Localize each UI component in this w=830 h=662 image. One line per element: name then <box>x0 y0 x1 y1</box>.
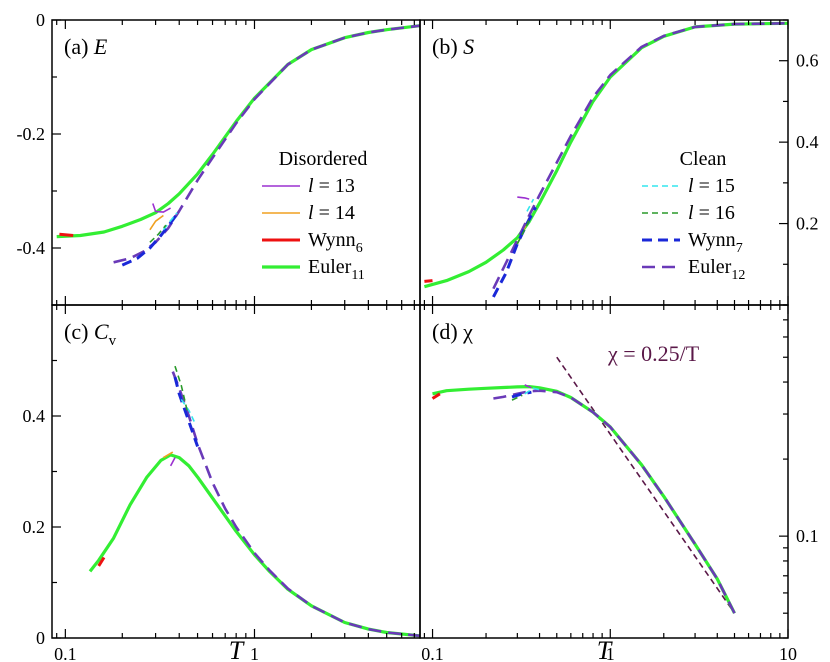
series-wynn6-line <box>431 392 441 400</box>
series-euler12-line <box>113 24 420 264</box>
panel-c-frame <box>51 304 421 639</box>
legend-label-euler11: Euler11 <box>308 256 365 283</box>
panel-a: 0 -0.2 -0.4 (a) E <box>17 10 421 306</box>
legend-label-l16: l = 16 <box>688 202 735 224</box>
series-l16-line <box>149 224 167 243</box>
y-tick-label: 0.2 <box>23 517 46 537</box>
series-l16-line <box>511 394 523 401</box>
x-tick-label: 0.1 <box>54 644 77 662</box>
y-tick-label: 0.1 <box>796 526 819 546</box>
series-l13-line <box>152 203 171 213</box>
series-wynn6-line <box>97 556 106 567</box>
panel-c: 0.1 1 0 0.2 0.4 (c) Cv <box>23 304 421 662</box>
x-tick-label: 0.1 <box>421 644 444 662</box>
y-tick-label: 0.4 <box>23 406 46 426</box>
legend-label-l14: l = 14 <box>308 202 355 224</box>
series-l13-line <box>524 384 532 389</box>
panel-b-frame <box>419 19 789 306</box>
legend-label-l15: l = 15 <box>688 175 735 197</box>
series-wynn6-line <box>424 279 433 283</box>
panel-b-series <box>423 21 788 298</box>
panel-b: 0.2 0.4 0.6 (b) S <box>419 19 819 306</box>
series-l15-line <box>162 212 178 231</box>
series-euler12-line <box>492 22 788 290</box>
series-wynn7-line <box>492 206 537 298</box>
series-l13-line <box>517 196 530 200</box>
legend-label-euler12: Euler12 <box>688 256 745 283</box>
series-ref-line <box>556 356 736 614</box>
x-tick-label: 1 <box>606 644 615 662</box>
x-tick-label: 1 <box>250 644 259 662</box>
series-l15-line <box>524 387 542 395</box>
panel-c-series <box>88 365 420 638</box>
panel-c-label: (c) Cv <box>64 319 117 349</box>
y-tick-label: 0.6 <box>796 51 819 71</box>
panel-a-series <box>56 24 420 267</box>
reference-line-label: χ = 0.25/T <box>607 341 700 366</box>
series-wynn7-line <box>121 210 181 267</box>
panel-d-series <box>431 356 736 614</box>
x-axis-label-left: T <box>229 636 245 662</box>
panel-b-label: (b) S <box>432 34 474 59</box>
x-tick-label: 10 <box>779 644 797 662</box>
y-tick-label: 0 <box>36 628 45 648</box>
series-wynn7-line <box>511 390 532 399</box>
series-l13-line <box>169 457 176 467</box>
legend-label-l13: l = 13 <box>308 175 355 197</box>
series-euler11-line <box>56 24 420 239</box>
y-tick-label: 0 <box>36 10 45 30</box>
series-wynn7-line <box>173 376 200 447</box>
y-tick-label: -0.2 <box>17 124 46 144</box>
legend-label-wynn7: Wynn7 <box>688 229 743 256</box>
series-l14-line <box>162 451 174 459</box>
legend-title: Disordered <box>279 148 368 170</box>
panel-d-frame <box>419 304 789 639</box>
y-tick-label: 0.4 <box>796 132 819 152</box>
legend-title: Clean <box>680 148 727 170</box>
series-euler12-line <box>171 371 420 638</box>
y-tick-label: -0.4 <box>17 238 46 258</box>
x-axis-label-right: T <box>597 636 613 662</box>
series-wynn6-line <box>59 232 74 237</box>
y-tick-label: 0.2 <box>796 214 819 234</box>
panel-d-label: (d) χ <box>432 319 473 344</box>
series-l16-line <box>174 365 188 411</box>
series-l15-line <box>180 398 195 422</box>
series-euler11-line <box>432 385 736 614</box>
legend-label-wynn6: Wynn6 <box>308 229 363 256</box>
series-l15-line <box>526 198 535 212</box>
panel-d: 0.1 1 10 0.1 (d) χ χ = 0.25/T <box>419 304 819 662</box>
series-l14-line <box>149 214 164 231</box>
panel-a-label: (a) E <box>64 34 108 59</box>
series-euler12-line <box>493 389 736 614</box>
series-euler11-line <box>88 453 420 638</box>
series-l16-line <box>516 219 530 245</box>
